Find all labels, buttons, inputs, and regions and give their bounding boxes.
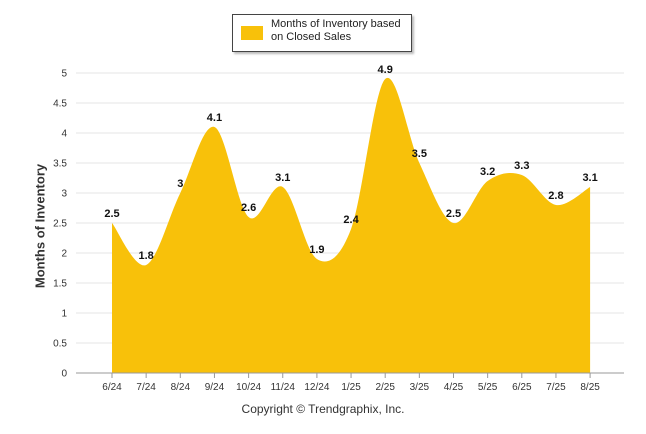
copyright-text: Copyright © Trendgraphix, Inc. xyxy=(241,402,405,416)
x-tick-label: 1/25 xyxy=(341,382,361,393)
data-label: 2.8 xyxy=(548,190,563,202)
y-tick-label: 4.5 xyxy=(53,99,67,110)
y-tick-label: 0 xyxy=(61,369,67,380)
legend-label: Months of Inventory based on Closed Sale… xyxy=(271,18,401,43)
data-label: 3.1 xyxy=(582,172,597,184)
x-tick-label: 10/24 xyxy=(236,382,261,393)
x-tick-label: 6/24 xyxy=(102,382,122,393)
x-tick-label: 7/24 xyxy=(136,382,156,393)
x-tick-label: 4/25 xyxy=(444,382,464,393)
legend: Months of Inventory based on Closed Sale… xyxy=(232,14,412,52)
data-label: 4.1 xyxy=(207,112,222,124)
data-labels: 2.5 1.8 3 4.1 2.6 3.1 1.9 2.4 4.9 3.5 2.5 3.2 3.3 2.8… xyxy=(104,64,597,262)
y-tick-label: 5 xyxy=(61,69,67,80)
x-tick-label: 8/24 xyxy=(171,382,191,393)
data-label: 3.5 xyxy=(412,148,427,160)
x-tick-label: 8/25 xyxy=(580,382,600,393)
x-tick-label: 9/24 xyxy=(205,382,225,393)
data-label: 1.9 xyxy=(309,244,324,256)
y-axis-title: Months of Inventory xyxy=(32,163,48,289)
x-tick-label: 12/24 xyxy=(304,382,329,393)
legend-swatch xyxy=(241,26,263,40)
y-tick-label: 0.5 xyxy=(53,339,67,350)
data-label: 2.5 xyxy=(104,208,119,220)
x-tick-label: 7/25 xyxy=(546,382,566,393)
y-tick-label: 2.5 xyxy=(53,219,67,230)
x-tick-labels: 6/24 7/24 8/24 9/24 10/24 11/24 12/24 1/25 2/25 3… xyxy=(102,373,600,393)
x-tick-label: 5/25 xyxy=(478,382,498,393)
data-label: 3.3 xyxy=(514,160,529,172)
data-label: 2.6 xyxy=(241,202,256,214)
y-tick-label: 2 xyxy=(61,249,67,260)
y-tick-label: 1.5 xyxy=(53,279,67,290)
x-tick-label: 11/24 xyxy=(271,382,296,393)
data-label: 3.1 xyxy=(275,172,290,184)
data-label: 4.9 xyxy=(378,64,393,76)
y-tick-label: 3.5 xyxy=(53,159,67,170)
area-series xyxy=(112,77,591,373)
x-tick-label: 2/25 xyxy=(375,382,395,393)
data-label: 3.2 xyxy=(480,166,495,178)
y-tick-label: 4 xyxy=(61,129,67,140)
data-label: 1.8 xyxy=(139,250,154,262)
x-tick-label: 3/25 xyxy=(410,382,430,393)
data-label: 2.5 xyxy=(446,208,461,220)
data-label: 2.4 xyxy=(343,214,359,226)
data-label: 3 xyxy=(177,178,183,190)
y-tick-label: 1 xyxy=(61,309,67,320)
y-tick-label: 3 xyxy=(61,189,67,200)
x-tick-label: 6/25 xyxy=(512,382,532,393)
y-tick-labels: 0 0.5 1 1.5 2 2.5 3 3.5 4 4.5 5 xyxy=(53,69,67,380)
